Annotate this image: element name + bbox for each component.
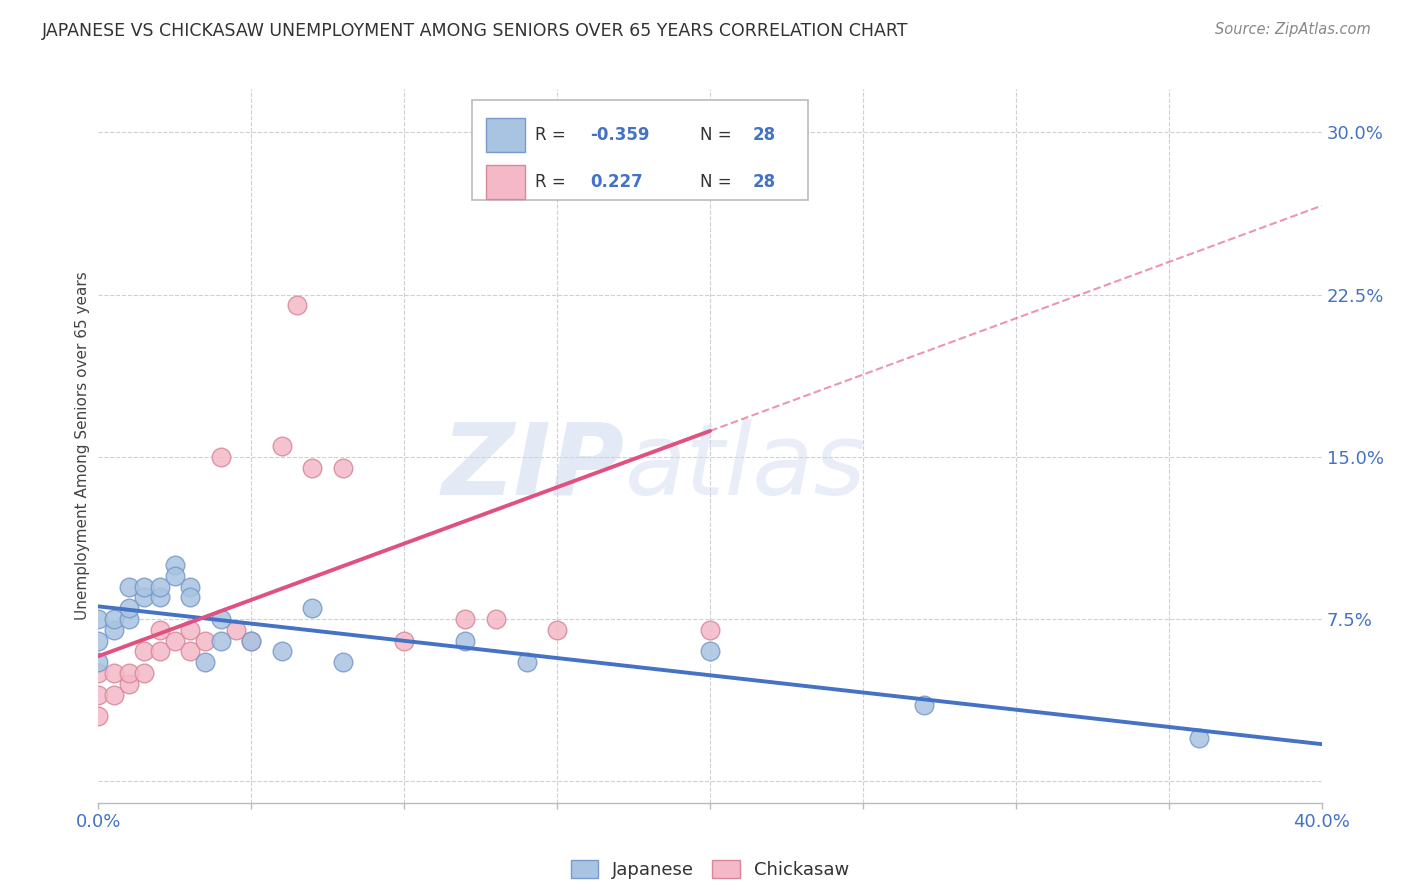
Point: [149, 580, 172, 594]
Point: [179, 644, 201, 658]
Point: [240, 633, 263, 648]
Point: [134, 591, 156, 605]
Text: 28: 28: [752, 173, 776, 191]
Text: JAPANESE VS CHICKASAW UNEMPLOYMENT AMONG SENIORS OVER 65 YEARS CORRELATION CHART: JAPANESE VS CHICKASAW UNEMPLOYMENT AMONG…: [42, 22, 908, 40]
Point: [149, 644, 172, 658]
Point: [454, 612, 477, 626]
Point: [103, 612, 125, 626]
Point: [285, 298, 308, 312]
Point: [87, 666, 110, 681]
Point: [912, 698, 935, 713]
Y-axis label: Unemployment Among Seniors over 65 years: Unemployment Among Seniors over 65 years: [75, 272, 90, 620]
Bar: [486, 165, 526, 199]
Point: [149, 623, 172, 637]
Point: [163, 568, 186, 582]
Point: [1188, 731, 1211, 745]
Point: [270, 439, 292, 453]
Point: [392, 633, 416, 648]
Point: [87, 655, 110, 669]
Point: [118, 677, 141, 691]
Point: [209, 612, 232, 626]
Text: -0.359: -0.359: [591, 126, 650, 144]
Point: [103, 666, 125, 681]
Point: [301, 460, 323, 475]
Point: [209, 450, 232, 464]
Point: [134, 666, 156, 681]
Text: N =: N =: [700, 173, 737, 191]
Point: [103, 623, 125, 637]
Point: [118, 601, 141, 615]
Bar: [486, 118, 526, 152]
Point: [301, 601, 323, 615]
Point: [699, 623, 721, 637]
Text: ZIP: ZIP: [441, 419, 624, 516]
Point: [194, 633, 217, 648]
Point: [87, 688, 110, 702]
Point: [134, 580, 156, 594]
Point: [546, 623, 568, 637]
Point: [179, 580, 201, 594]
Point: [179, 591, 201, 605]
FancyBboxPatch shape: [471, 100, 808, 200]
Text: R =: R =: [536, 126, 571, 144]
Point: [163, 633, 186, 648]
Point: [454, 633, 477, 648]
Point: [103, 688, 125, 702]
Point: [332, 655, 354, 669]
Point: [209, 633, 232, 648]
Text: atlas: atlas: [624, 419, 866, 516]
Legend: Japanese, Chickasaw: Japanese, Chickasaw: [564, 853, 856, 887]
Point: [332, 460, 354, 475]
Point: [699, 644, 721, 658]
Point: [87, 633, 110, 648]
Text: N =: N =: [700, 126, 737, 144]
Point: [118, 612, 141, 626]
Text: 28: 28: [752, 126, 776, 144]
Point: [516, 655, 538, 669]
Point: [485, 612, 508, 626]
Point: [179, 623, 201, 637]
Point: [134, 644, 156, 658]
Point: [637, 136, 661, 151]
Point: [163, 558, 186, 572]
Point: [240, 633, 263, 648]
Text: Source: ZipAtlas.com: Source: ZipAtlas.com: [1215, 22, 1371, 37]
Point: [118, 666, 141, 681]
Point: [118, 580, 141, 594]
Text: R =: R =: [536, 173, 576, 191]
Point: [149, 591, 172, 605]
Point: [225, 623, 247, 637]
Point: [87, 612, 110, 626]
Text: 0.227: 0.227: [591, 173, 643, 191]
Point: [270, 644, 292, 658]
Point: [87, 709, 110, 723]
Point: [194, 655, 217, 669]
